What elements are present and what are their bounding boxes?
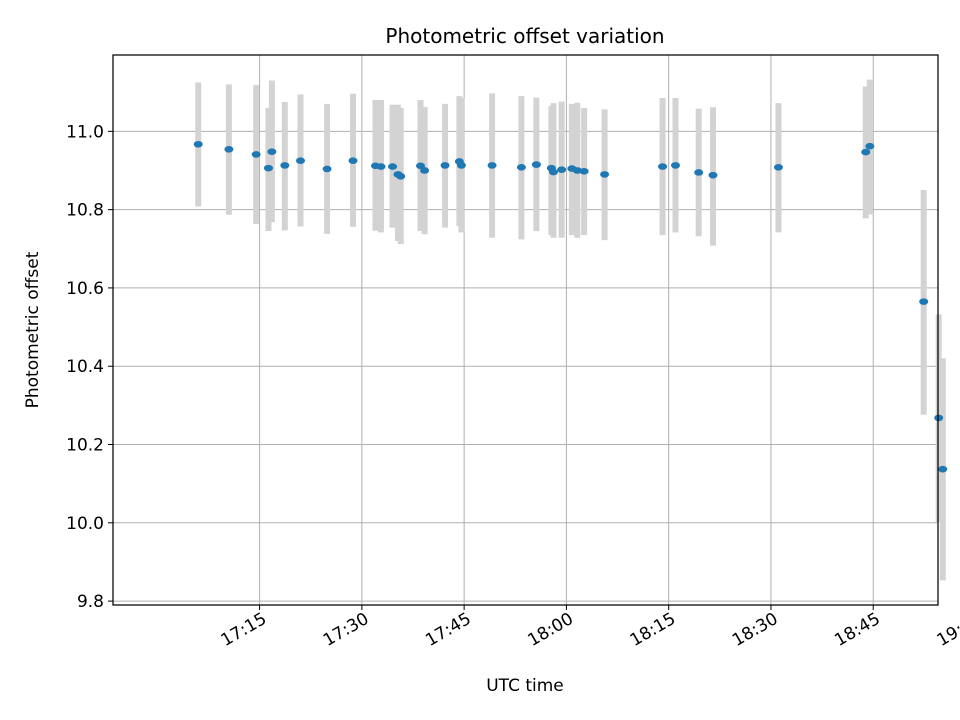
data-point — [376, 163, 386, 170]
data-point — [267, 148, 277, 155]
data-point — [420, 167, 430, 174]
data-point — [773, 164, 783, 171]
data-point — [296, 157, 305, 164]
y-tick-label: 11.0 — [66, 122, 104, 142]
y-tick-label: 10.8 — [66, 201, 104, 221]
data-point — [934, 414, 944, 422]
data-point — [919, 298, 929, 305]
data-point — [572, 167, 582, 174]
data-point — [416, 162, 425, 170]
data-point — [579, 167, 589, 175]
grid-lines — [113, 55, 938, 605]
data-point — [548, 168, 558, 176]
y-tick-label: 10.0 — [66, 514, 104, 534]
y-tick-label: 9.8 — [77, 592, 104, 612]
y-tick-label: 10.2 — [66, 436, 104, 456]
y-axis-ticks: 9.8 10.0 10.2 10.4 10.6 10.8 11.0 — [66, 122, 113, 612]
x-axis-title: UTC time — [486, 676, 564, 696]
data-point — [516, 164, 526, 171]
data-point — [557, 166, 567, 173]
data-point — [263, 164, 273, 172]
data-point — [671, 162, 680, 169]
data-point — [658, 163, 668, 170]
data-point — [708, 171, 718, 179]
y-tick-label: 10.4 — [66, 357, 104, 377]
data-point — [456, 162, 466, 169]
data-point — [193, 140, 203, 148]
data-point — [396, 173, 406, 180]
data-point — [224, 146, 234, 153]
data-point — [861, 148, 871, 156]
data-point — [600, 171, 610, 178]
chart-title: Photometric offset variation — [385, 24, 664, 48]
data-point — [694, 169, 704, 176]
data-point — [865, 142, 875, 150]
plot-frame — [112, 54, 939, 606]
data-point — [938, 465, 948, 473]
y-axis-title: Photometric offset — [23, 251, 43, 408]
data-point — [348, 157, 358, 164]
data-point — [388, 163, 398, 170]
data-point — [531, 161, 541, 168]
data-point — [251, 151, 261, 158]
data-point — [487, 162, 497, 169]
data-point — [280, 162, 290, 169]
data-point — [440, 162, 450, 169]
y-tick-label: 10.6 — [66, 279, 104, 299]
data-points — [193, 140, 948, 473]
data-point — [322, 165, 332, 173]
